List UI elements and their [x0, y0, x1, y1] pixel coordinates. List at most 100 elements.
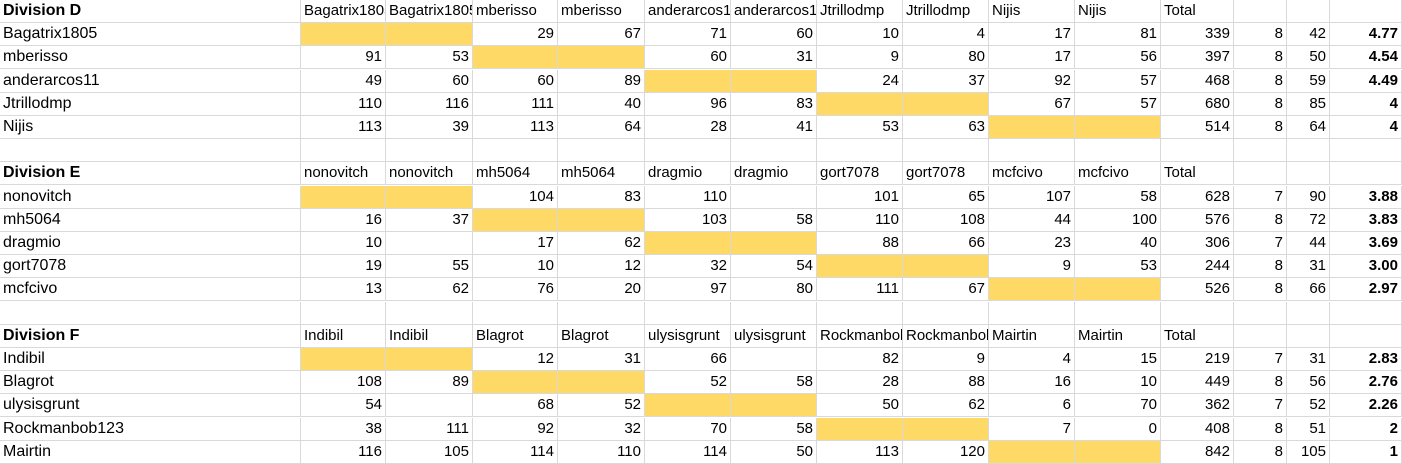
- score-cell[interactable]: 10: [301, 232, 386, 255]
- score-cell[interactable]: 111: [386, 418, 473, 441]
- column-header[interactable]: gort7078: [903, 162, 989, 185]
- score-cell[interactable]: 110: [645, 186, 731, 209]
- score-cell[interactable]: 52: [1287, 394, 1330, 417]
- empty-cell[interactable]: [903, 139, 989, 162]
- score-cell[interactable]: 3.69: [1330, 232, 1402, 255]
- score-cell[interactable]: 9: [903, 348, 989, 371]
- score-cell[interactable]: [903, 93, 989, 116]
- empty-cell[interactable]: [301, 139, 386, 162]
- score-cell[interactable]: 50: [817, 394, 903, 417]
- score-cell[interactable]: 64: [558, 116, 645, 139]
- empty-cell[interactable]: [1330, 302, 1402, 325]
- empty-cell[interactable]: [558, 302, 645, 325]
- score-cell[interactable]: 38: [301, 418, 386, 441]
- score-cell[interactable]: 70: [645, 418, 731, 441]
- score-cell[interactable]: 42: [1287, 23, 1330, 46]
- empty-cell[interactable]: [1161, 139, 1234, 162]
- column-header[interactable]: Nijis: [1075, 0, 1161, 23]
- score-cell[interactable]: [731, 186, 817, 209]
- column-header[interactable]: dragmio: [645, 162, 731, 185]
- score-cell[interactable]: 49: [301, 70, 386, 93]
- score-cell[interactable]: 83: [558, 186, 645, 209]
- score-cell[interactable]: 24: [817, 70, 903, 93]
- column-header[interactable]: Blagrot: [558, 325, 645, 348]
- score-cell[interactable]: 4: [903, 23, 989, 46]
- score-cell[interactable]: 2.97: [1330, 278, 1402, 301]
- empty-cell[interactable]: [903, 302, 989, 325]
- score-cell[interactable]: 628: [1161, 186, 1234, 209]
- score-cell[interactable]: 339: [1161, 23, 1234, 46]
- score-cell[interactable]: 10: [817, 23, 903, 46]
- score-cell[interactable]: 2: [1330, 418, 1402, 441]
- score-cell[interactable]: [989, 116, 1075, 139]
- column-header[interactable]: ulysisgrunt: [731, 325, 817, 348]
- score-cell[interactable]: 80: [731, 278, 817, 301]
- score-cell[interactable]: 111: [473, 93, 558, 116]
- player-name-cell[interactable]: Nijis: [0, 116, 301, 139]
- score-cell[interactable]: 50: [1287, 46, 1330, 69]
- score-cell[interactable]: [558, 46, 645, 69]
- score-cell[interactable]: 110: [558, 441, 645, 464]
- score-cell[interactable]: 62: [558, 232, 645, 255]
- score-cell[interactable]: 23: [989, 232, 1075, 255]
- empty-cell[interactable]: [1234, 139, 1287, 162]
- empty-cell[interactable]: [1161, 302, 1234, 325]
- score-cell[interactable]: 58: [731, 209, 817, 232]
- score-cell[interactable]: 72: [1287, 209, 1330, 232]
- score-cell[interactable]: [731, 394, 817, 417]
- column-header[interactable]: Rockmanbob123: [817, 325, 903, 348]
- empty-cell[interactable]: [386, 139, 473, 162]
- score-cell[interactable]: 4: [1330, 93, 1402, 116]
- column-header[interactable]: anderarcos11: [731, 0, 817, 23]
- score-cell[interactable]: 514: [1161, 116, 1234, 139]
- score-cell[interactable]: 63: [903, 116, 989, 139]
- score-cell[interactable]: [645, 394, 731, 417]
- score-cell[interactable]: 20: [558, 278, 645, 301]
- score-cell[interactable]: 8: [1234, 278, 1287, 301]
- score-cell[interactable]: 53: [1075, 255, 1161, 278]
- score-cell[interactable]: 44: [1287, 232, 1330, 255]
- score-cell[interactable]: 17: [989, 46, 1075, 69]
- score-cell[interactable]: 56: [1287, 371, 1330, 394]
- player-name-cell[interactable]: mcfcivo: [0, 278, 301, 301]
- score-cell[interactable]: 110: [301, 93, 386, 116]
- score-cell[interactable]: 10: [1075, 371, 1161, 394]
- score-cell[interactable]: 52: [645, 371, 731, 394]
- score-cell[interactable]: 58: [1075, 186, 1161, 209]
- score-cell[interactable]: 8: [1234, 116, 1287, 139]
- score-cell[interactable]: 13: [301, 278, 386, 301]
- player-name-cell[interactable]: mberisso: [0, 46, 301, 69]
- score-cell[interactable]: 8: [1234, 255, 1287, 278]
- score-cell[interactable]: 89: [558, 70, 645, 93]
- score-cell[interactable]: 44: [989, 209, 1075, 232]
- player-name-cell[interactable]: Blagrot: [0, 371, 301, 394]
- score-cell[interactable]: 105: [1287, 441, 1330, 464]
- score-cell[interactable]: 17: [473, 232, 558, 255]
- score-cell[interactable]: 3.83: [1330, 209, 1402, 232]
- score-cell[interactable]: 397: [1161, 46, 1234, 69]
- score-cell[interactable]: 92: [989, 70, 1075, 93]
- score-cell[interactable]: 110: [817, 209, 903, 232]
- column-header[interactable]: Bagatrix1805: [386, 0, 473, 23]
- score-cell[interactable]: 37: [386, 209, 473, 232]
- empty-cell[interactable]: [386, 302, 473, 325]
- score-cell[interactable]: [731, 348, 817, 371]
- score-cell[interactable]: 57: [1075, 93, 1161, 116]
- column-header[interactable]: Nijis: [989, 0, 1075, 23]
- score-cell[interactable]: 58: [731, 418, 817, 441]
- score-cell[interactable]: 4: [1330, 116, 1402, 139]
- score-cell[interactable]: 7: [1234, 348, 1287, 371]
- division-title[interactable]: Division E: [0, 162, 301, 185]
- score-cell[interactable]: 51: [1287, 418, 1330, 441]
- score-cell[interactable]: 8: [1234, 93, 1287, 116]
- empty-cell[interactable]: [301, 302, 386, 325]
- score-cell[interactable]: 39: [386, 116, 473, 139]
- score-cell[interactable]: [989, 441, 1075, 464]
- column-header[interactable]: [1330, 325, 1402, 348]
- column-header[interactable]: mcfcivo: [989, 162, 1075, 185]
- score-cell[interactable]: 41: [731, 116, 817, 139]
- score-cell[interactable]: 2.26: [1330, 394, 1402, 417]
- division-title[interactable]: Division D: [0, 0, 301, 23]
- score-cell[interactable]: 306: [1161, 232, 1234, 255]
- score-cell[interactable]: 2.76: [1330, 371, 1402, 394]
